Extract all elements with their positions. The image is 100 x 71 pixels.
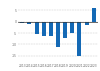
Bar [49, 22, 53, 36]
Bar [56, 22, 60, 47]
Bar [42, 22, 46, 36]
Bar [70, 22, 74, 33]
Bar [35, 22, 38, 34]
Bar [78, 22, 81, 56]
Bar [28, 22, 31, 24]
Bar [92, 8, 96, 22]
Bar [20, 22, 24, 23]
Bar [85, 22, 88, 25]
Bar [63, 22, 67, 38]
